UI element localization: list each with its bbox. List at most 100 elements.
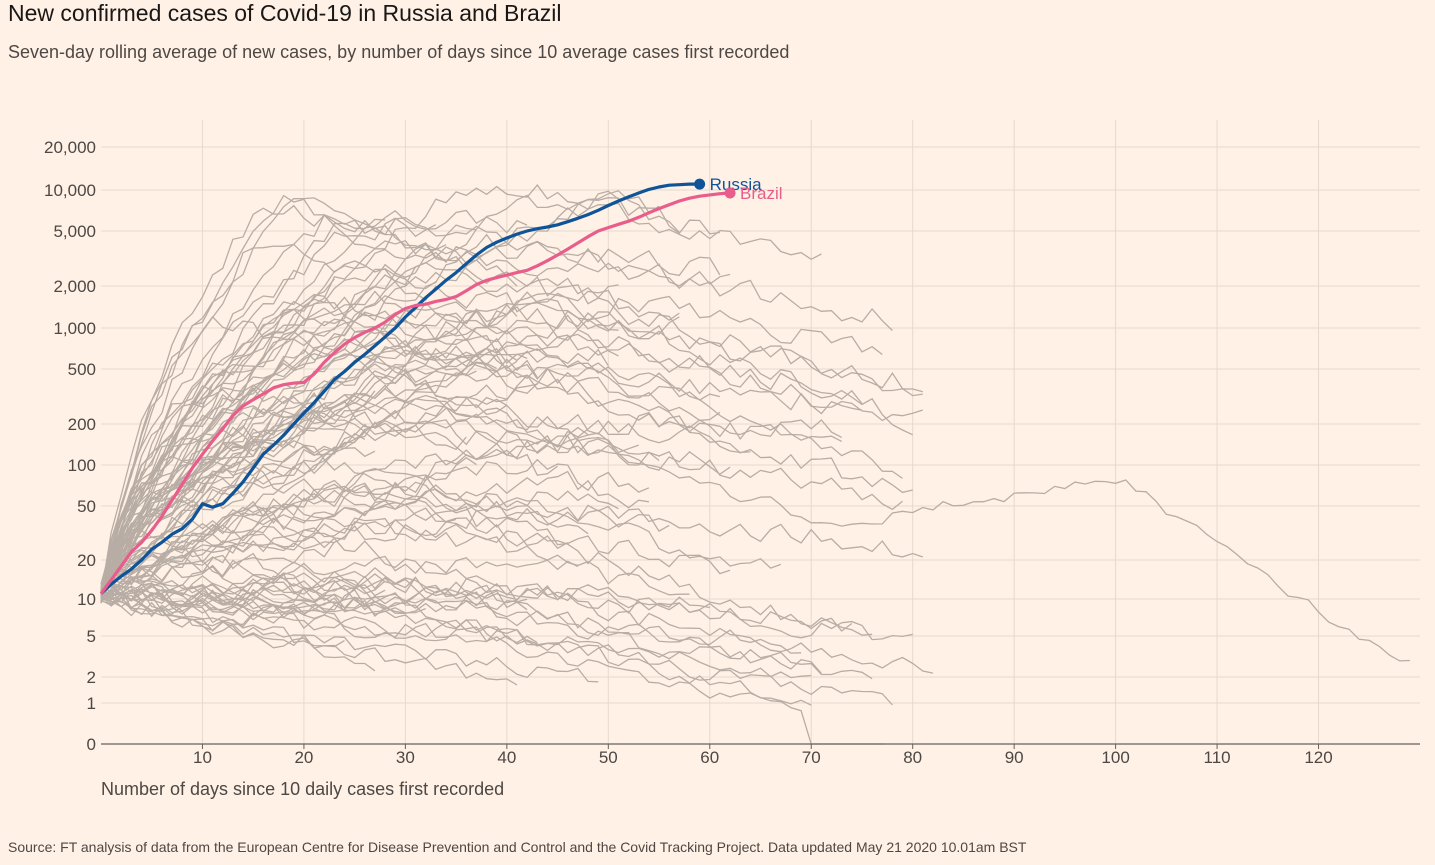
country-line xyxy=(100,233,893,589)
country-line xyxy=(100,335,863,589)
country-line xyxy=(100,303,518,603)
y-tick-label: 2 xyxy=(87,668,96,687)
country-line xyxy=(100,295,883,599)
country-line xyxy=(100,426,589,597)
country-line xyxy=(100,552,812,706)
country-line xyxy=(100,507,670,586)
y-tick-label: 500 xyxy=(68,360,96,379)
y-tick-label: 0 xyxy=(87,735,96,754)
country-line xyxy=(100,583,822,674)
series-label-brazil: Brazil xyxy=(740,184,783,203)
y-tick-label: 5 xyxy=(87,627,96,646)
country-line xyxy=(100,190,660,596)
country-line xyxy=(100,398,1410,662)
country-line xyxy=(100,387,751,592)
x-tick-label: 10 xyxy=(193,748,212,767)
country-line xyxy=(100,194,822,599)
x-tick-label: 90 xyxy=(1005,748,1024,767)
x-tick-label: 70 xyxy=(802,748,821,767)
country-line xyxy=(100,592,376,672)
y-tick-label: 100 xyxy=(68,456,96,475)
country-line xyxy=(100,217,437,589)
country-line xyxy=(100,411,842,587)
x-tick-label: 120 xyxy=(1304,748,1332,767)
country-line xyxy=(100,587,599,683)
x-tick-label: 110 xyxy=(1204,748,1231,767)
country-line xyxy=(100,197,447,589)
country-line xyxy=(100,523,690,596)
country-line xyxy=(100,291,913,604)
country-line xyxy=(100,567,416,601)
country-line xyxy=(100,405,366,585)
country-line xyxy=(100,278,335,596)
source-note: Source: FT analysis of data from the Eur… xyxy=(8,839,1027,855)
background-country-lines xyxy=(100,184,1410,745)
country-line xyxy=(100,308,477,596)
x-tick-label: 30 xyxy=(396,748,415,767)
country-line xyxy=(100,209,528,594)
series-label-russia: Russia xyxy=(710,175,763,194)
series-endpoint-brazil xyxy=(724,187,736,199)
country-line xyxy=(100,204,923,596)
country-line xyxy=(100,457,477,601)
country-line xyxy=(100,470,650,591)
country-line xyxy=(100,590,325,614)
country-line xyxy=(100,400,558,600)
y-tick-label: 5,000 xyxy=(53,222,96,241)
country-line xyxy=(100,261,619,599)
country-line xyxy=(100,593,345,648)
country-line xyxy=(100,419,731,592)
country-line xyxy=(100,243,437,598)
x-tick-label: 100 xyxy=(1101,748,1129,767)
country-line xyxy=(100,592,893,706)
country-line xyxy=(100,541,335,591)
x-tick-label: 80 xyxy=(903,748,922,767)
y-tick-label: 1 xyxy=(87,694,96,713)
series-line-russia xyxy=(99,182,700,595)
country-line xyxy=(100,572,812,679)
y-tick-label: 2,000 xyxy=(53,277,96,296)
axes: 0 1 2 5 10 20 50 100 200 500 1,000 2,000 5,000 10,000… xyxy=(44,138,1420,767)
country-line xyxy=(100,464,731,591)
chart-subtitle: Seven-day rolling average of new cases, … xyxy=(8,42,790,62)
y-tick-label: 20 xyxy=(77,551,96,570)
country-line xyxy=(100,302,923,592)
country-line xyxy=(100,301,680,592)
country-line xyxy=(100,194,518,602)
country-line xyxy=(100,424,782,602)
y-tick-label: 200 xyxy=(68,415,96,434)
y-tick-label: 1,000 xyxy=(53,319,96,338)
country-line xyxy=(100,290,923,585)
chart-title: New confirmed cases of Covid-19 in Russi… xyxy=(8,0,562,26)
country-line xyxy=(100,573,386,599)
country-line xyxy=(100,310,863,604)
country-line xyxy=(100,583,802,654)
y-tick-label: 50 xyxy=(77,497,96,516)
y-tick-label: 10 xyxy=(77,590,96,609)
x-axis-label: Number of days since 10 daily cases firs… xyxy=(101,779,504,799)
y-tick-label: 20,000 xyxy=(44,138,96,157)
series-line-brazil xyxy=(99,191,731,595)
country-line xyxy=(100,507,873,636)
x-tick-label: 20 xyxy=(294,748,313,767)
series-endpoint-russia xyxy=(694,178,706,190)
country-line xyxy=(100,419,903,601)
y-tick-label: 10,000 xyxy=(44,181,96,200)
country-line xyxy=(100,348,609,603)
country-line xyxy=(100,490,619,591)
country-line xyxy=(100,301,721,592)
country-line xyxy=(100,598,518,686)
country-line xyxy=(100,246,731,594)
x-tick-label: 60 xyxy=(700,748,719,767)
country-line xyxy=(100,588,406,617)
country-line xyxy=(100,484,924,603)
country-line xyxy=(100,514,528,603)
grid-lines xyxy=(101,120,1420,744)
country-line xyxy=(100,374,903,595)
x-tick-label: 40 xyxy=(497,748,516,767)
country-line xyxy=(100,214,721,585)
x-tick-label: 50 xyxy=(599,748,618,767)
country-line xyxy=(100,575,913,641)
